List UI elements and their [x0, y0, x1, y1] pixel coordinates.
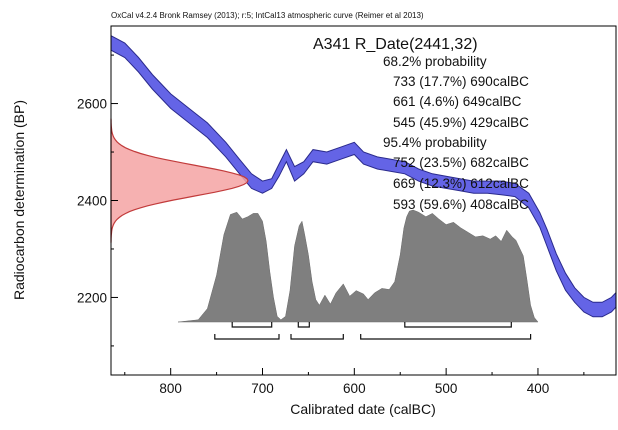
axis-ticks: 800 700 600 500 400 2200 2400 2600: [77, 54, 585, 396]
x-tick-label-700: 700: [251, 381, 274, 396]
plot-area: [110, 34, 617, 340]
range-95-line-1: 752 (23.5%) 682calBC: [393, 155, 529, 170]
chart-title: A341 R_Date(2441,32): [313, 36, 478, 53]
y-tick-label-2600: 2600: [77, 97, 107, 112]
range-bracket-95-2: [290, 334, 344, 340]
range-95-line-3: 593 (59.6%) 408calBC: [393, 197, 529, 212]
measurement-gaussian: [110, 118, 249, 243]
range-68-line-3: 545 (45.9%) 429calBC: [393, 115, 529, 130]
range-68-line-1: 733 (17.7%) 690calBC: [393, 74, 529, 89]
range-bracket-68-1: [231, 322, 273, 328]
x-tick-label-400: 400: [527, 381, 550, 396]
chart-header: OxCal v4.2.4 Bronk Ramsey (2013); r:5; I…: [111, 11, 424, 20]
x-tick-label-600: 600: [343, 381, 366, 396]
range-68-line-2: 661 (4.6%) 649calBC: [393, 94, 522, 109]
range-95-line-2: 669 (12.3%) 612calBC: [393, 176, 529, 191]
posterior-density-area: [177, 209, 539, 323]
x-axis-label: Calibrated date (calBC): [290, 401, 436, 417]
y-axis-label: Radiocarbon determination (BP): [11, 100, 27, 300]
y-tick-label-2200: 2200: [77, 290, 107, 305]
range-brackets-layer: [214, 322, 532, 340]
range-bracket-95-1: [214, 334, 280, 340]
range-bracket-68-3: [404, 322, 512, 328]
range-bracket-68-2: [297, 322, 310, 328]
measurement-distribution-layer: [110, 118, 249, 243]
y-tick-label-2400: 2400: [77, 194, 107, 209]
x-tick-label-500: 500: [435, 381, 458, 396]
range-heading-95: 95.4% probability: [383, 135, 487, 150]
plot-frame: [110, 25, 617, 376]
posterior-density-layer: [177, 209, 539, 323]
range-heading-68: 68.2% probability: [383, 54, 487, 69]
probability-text-block: 68.2% probability 733 (17.7%) 690calBC 6…: [383, 54, 529, 212]
x-tick-label-800: 800: [159, 381, 182, 396]
range-bracket-95-3: [360, 334, 532, 340]
